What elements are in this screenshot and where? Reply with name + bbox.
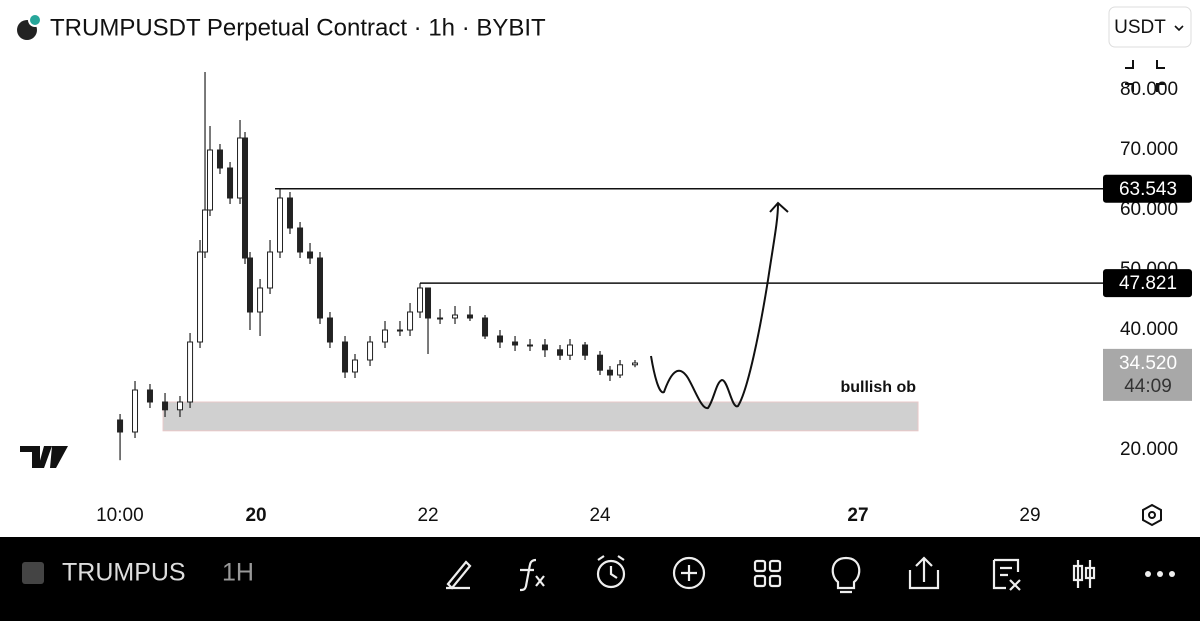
candle-body — [246, 257, 253, 313]
x-tick-label: 24 — [589, 505, 611, 526]
candle-body — [541, 344, 548, 351]
candle-body — [351, 359, 358, 373]
candle-body — [617, 364, 624, 376]
candle-body — [242, 137, 249, 259]
last-price-label: 34.520 — [1119, 353, 1177, 374]
tv-logo — [20, 446, 68, 468]
exchange-badge — [28, 13, 42, 27]
candle-body — [527, 344, 534, 347]
candle-body — [582, 344, 589, 356]
candle-body — [597, 354, 604, 371]
level-price-box — [1103, 269, 1192, 298]
candle-body — [117, 419, 124, 433]
candle-body — [267, 251, 274, 289]
candle-body — [496, 335, 503, 343]
candle-body — [417, 287, 424, 313]
level-price-box — [1103, 174, 1192, 203]
candle-body — [452, 314, 459, 319]
layout-icon-2 — [768, 559, 782, 573]
draw-tool-icon[interactable] — [446, 560, 472, 590]
candle-body — [162, 401, 169, 411]
projection-drawing — [650, 201, 789, 410]
symbol-icon — [22, 562, 44, 584]
candle-type-body — [1072, 564, 1084, 582]
x-tick-label: 22 — [417, 505, 438, 526]
candle-body — [187, 341, 194, 403]
alert-hands — [597, 555, 625, 579]
countdown-label: 44:09 — [1124, 376, 1172, 397]
layout-icon-3 — [753, 574, 767, 588]
y-tick-label: 60.000 — [1120, 199, 1178, 220]
fullscreen-icon[interactable] — [1125, 60, 1165, 92]
candle-body — [146, 389, 153, 403]
settings-icon[interactable] — [1142, 503, 1162, 527]
candle-body — [396, 329, 403, 332]
candle-body — [326, 317, 333, 343]
candle-body — [202, 209, 209, 253]
more-icon[interactable] — [1145, 571, 1175, 577]
candle-body — [257, 287, 264, 313]
layout-icon-4 — [768, 574, 782, 588]
candle-body — [482, 317, 489, 337]
candle-body — [512, 341, 519, 346]
candle-body — [632, 362, 639, 366]
ideas-icon[interactable] — [831, 556, 861, 594]
dropdown-caret — [1174, 25, 1184, 32]
y-tick-label: 70.000 — [1120, 139, 1178, 160]
plot: bullish ob20.00040.00050.00060.00070.000… — [96, 72, 1192, 526]
candle-body — [277, 197, 284, 253]
candle-body — [307, 251, 314, 259]
level-price-label: 47.821 — [1119, 273, 1177, 294]
y-tick-label: 80.000 — [1120, 79, 1178, 100]
x-tick-label: 29 — [1019, 505, 1040, 526]
candle-body — [207, 149, 214, 211]
alert-icon[interactable] — [596, 559, 626, 589]
zone-label: bullish ob — [840, 379, 916, 396]
candle-body — [437, 317, 444, 320]
candle-body — [197, 251, 204, 343]
candle-body — [237, 137, 244, 199]
candle-body — [216, 149, 223, 169]
candle-body — [176, 401, 183, 411]
y-tick-label: 40.000 — [1120, 319, 1178, 340]
candle-body — [297, 227, 304, 253]
indicator-icon[interactable] — [519, 558, 545, 592]
candle-body — [316, 257, 323, 319]
candle-body — [227, 167, 234, 199]
share-icon[interactable] — [908, 556, 940, 590]
layout-icon[interactable] — [753, 559, 767, 573]
watchlist-icon[interactable] — [992, 558, 1021, 591]
level-price-label: 63.543 — [1119, 179, 1177, 200]
candle-body — [606, 369, 613, 376]
candle-type-icon[interactable] — [1076, 560, 1092, 588]
x-tick-label: 20 — [245, 505, 266, 526]
candle-body — [466, 314, 473, 319]
candle-type-body-2 — [1084, 566, 1096, 580]
candle-body — [342, 341, 349, 373]
y-tick-label: 20.000 — [1120, 439, 1178, 460]
currency-button[interactable] — [1108, 6, 1192, 48]
candle-body — [382, 329, 389, 343]
candle-body — [132, 389, 139, 433]
x-tick-label: 27 — [847, 505, 868, 526]
candle-body — [425, 287, 432, 319]
currency-label[interactable]: USDT — [1114, 17, 1166, 38]
x-tick-label: 10:00 — [96, 505, 144, 526]
toolbar-symbol[interactable]: TRUMPUS — [62, 559, 186, 587]
candle-body — [557, 349, 564, 356]
candle-body — [566, 344, 573, 356]
chart-header-title: TRUMPUSDT Perpetual Contract · 1h · BYBI… — [50, 14, 546, 41]
toolbar-interval[interactable]: 1H — [222, 559, 254, 587]
last-price-box — [1103, 348, 1192, 401]
add-plus — [681, 565, 697, 581]
candle-body — [286, 197, 293, 229]
order-block-zone — [162, 401, 919, 432]
settings-icon-dot — [1148, 511, 1156, 519]
candle-body — [367, 341, 374, 361]
add-icon[interactable] — [672, 556, 706, 590]
candle-body — [407, 311, 414, 331]
